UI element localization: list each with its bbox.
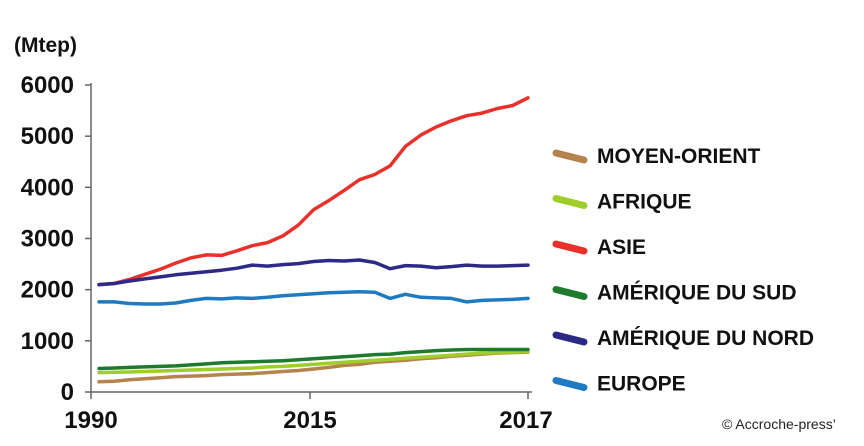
y-tick-label: 0 bbox=[61, 379, 74, 406]
y-tick-label: 4000 bbox=[21, 174, 74, 201]
y-tick-label: 1000 bbox=[21, 328, 74, 355]
legend-swatch-europe bbox=[552, 377, 588, 391]
legend-swatch-amerique-du-nord bbox=[552, 331, 588, 346]
x-tick-label: 1990 bbox=[64, 407, 117, 434]
legend: MOYEN-ORIENT AFRIQUE ASIE AMÉRIQUE DU SUD AM… bbox=[552, 145, 814, 396]
y-axis-unit-label: (Mtep) bbox=[14, 34, 77, 57]
series-line-europe bbox=[97, 289, 530, 306]
axes bbox=[85, 83, 532, 399]
x-tick-labels: 1990 2015 2017 bbox=[64, 407, 552, 434]
x-tick-label: 2015 bbox=[283, 407, 336, 434]
legend-label-moyen-orient: MOYEN-ORIENT bbox=[597, 145, 761, 168]
y-tick-label: 6000 bbox=[21, 72, 74, 99]
legend-swatch-moyen-orient bbox=[552, 149, 588, 164]
legend-swatch-afrique bbox=[552, 195, 588, 209]
y-tick-label: 5000 bbox=[21, 123, 74, 150]
legend-label-europe: EUROPE bbox=[597, 373, 686, 396]
y-tick-label: 3000 bbox=[21, 226, 74, 253]
series-line-asie bbox=[97, 96, 530, 287]
legend-label-asie: ASIE bbox=[597, 236, 646, 259]
legend-label-amerique-du-nord: AMÉRIQUE DU NORD bbox=[597, 327, 814, 350]
series-line-amerique-du-sud bbox=[97, 347, 530, 371]
series-line-amerique-du-nord bbox=[97, 258, 530, 287]
copyright-credit: © Accroche-press’ bbox=[722, 416, 836, 432]
y-tick-label: 2000 bbox=[21, 277, 74, 304]
legend-swatch-amerique-du-sud bbox=[552, 286, 588, 300]
legend-label-amerique-du-sud: AMÉRIQUE DU SUD bbox=[597, 282, 797, 305]
legend-label-afrique: AFRIQUE bbox=[597, 191, 692, 214]
legend-swatch-asie bbox=[552, 240, 588, 255]
y-tick-labels: 0 1000 2000 3000 4000 5000 6000 bbox=[21, 72, 74, 406]
x-tick-label: 2017 bbox=[499, 407, 552, 434]
series-lines bbox=[97, 96, 530, 384]
series-line-afrique bbox=[97, 349, 530, 375]
